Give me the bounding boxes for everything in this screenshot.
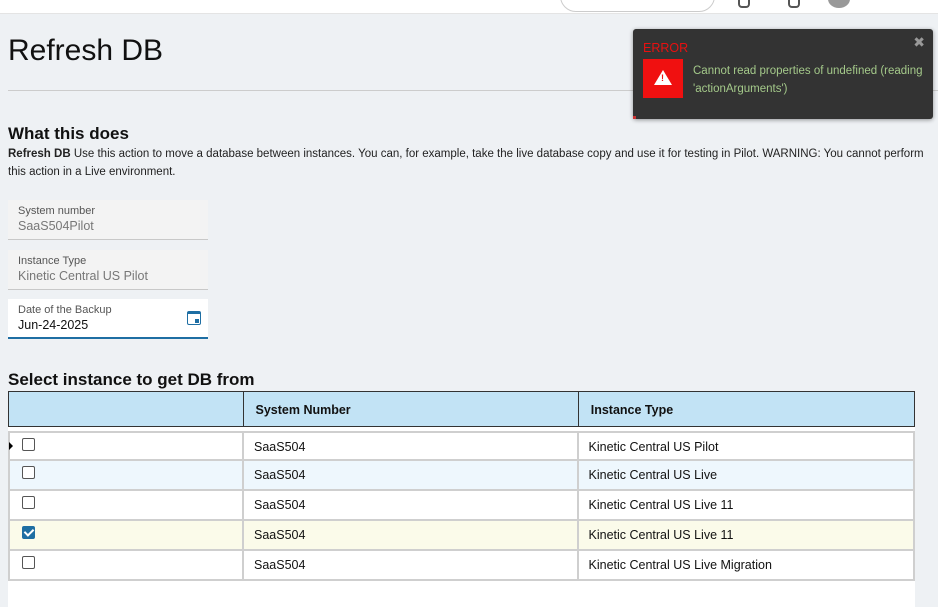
toast-title: ERROR bbox=[643, 41, 689, 55]
favorites-icon[interactable] bbox=[788, 0, 800, 8]
table-row[interactable]: SaaS504 Kinetic Central US Live 11 bbox=[8, 491, 915, 521]
select-cell bbox=[10, 491, 244, 519]
table-header: System Number Instance Type bbox=[8, 391, 915, 427]
instance-type-cell: Kinetic Central US Live 11 bbox=[588, 498, 734, 512]
system-number-cell: SaaS504 bbox=[244, 491, 579, 519]
instance-type-cell: Kinetic Central US Live Migration bbox=[588, 558, 772, 572]
table-row[interactable]: SaaS504 Kinetic Central US Live 11 bbox=[8, 521, 915, 551]
system-number-field: System number SaaS504Pilot bbox=[8, 200, 208, 240]
description-text: Use this action to move a database betwe… bbox=[8, 148, 924, 178]
instance-type-field: Instance Type Kinetic Central US Pilot bbox=[8, 250, 208, 290]
row-checkbox[interactable] bbox=[22, 526, 35, 539]
field-label: Instance Type bbox=[18, 255, 87, 267]
description: Refresh DB Use this action to move a dat… bbox=[8, 146, 928, 181]
table-row[interactable]: SaaS504 Kinetic Central US Pilot bbox=[8, 431, 915, 461]
row-checkbox[interactable] bbox=[22, 438, 35, 451]
warning-icon bbox=[643, 59, 683, 98]
profile-avatar[interactable] bbox=[828, 0, 850, 8]
field-value[interactable]: Jun-24-2025 bbox=[18, 318, 89, 332]
table-row[interactable]: SaaS504 Kinetic Central US Live bbox=[8, 461, 915, 491]
section-heading-select-instance: Select instance to get DB from bbox=[8, 370, 255, 389]
section-heading-what-this-does: What this does bbox=[8, 124, 129, 143]
page-title: Refresh DB bbox=[8, 34, 164, 67]
select-cell bbox=[10, 551, 244, 579]
field-label: Date of the Backup bbox=[18, 304, 112, 316]
divider bbox=[8, 90, 938, 91]
address-bar[interactable] bbox=[560, 0, 715, 12]
row-checkbox[interactable] bbox=[22, 466, 35, 479]
instance-type-cell: Kinetic Central US Live 11 bbox=[588, 528, 734, 542]
instance-type-cell: Kinetic Central US Live bbox=[588, 468, 718, 482]
backup-date-input[interactable]: Date of the Backup Jun-24-2025 bbox=[8, 299, 208, 339]
table-row[interactable]: SaaS504 Kinetic Central US Live Migration bbox=[8, 551, 915, 581]
field-value: SaaS504Pilot bbox=[18, 219, 94, 233]
system-number-cell: SaaS504 bbox=[244, 461, 579, 489]
table-body: SaaS504 Kinetic Central US Pilot SaaS504 Ki… bbox=[8, 431, 915, 581]
select-cell bbox=[10, 433, 244, 459]
error-toast: ERROR Cannot read properties of undefine… bbox=[633, 29, 933, 119]
instance-type-cell: Kinetic Central US Pilot bbox=[588, 440, 719, 454]
current-row-indicator-icon bbox=[9, 442, 13, 450]
extensions-icon[interactable] bbox=[738, 0, 750, 8]
field-label: System number bbox=[18, 205, 96, 217]
toast-message: Cannot read properties of undefined (rea… bbox=[693, 65, 923, 95]
field-value: Kinetic Central US Pilot bbox=[18, 269, 148, 283]
row-checkbox[interactable] bbox=[22, 496, 35, 509]
browser-toolbar bbox=[0, 0, 938, 14]
description-lead: Refresh DB bbox=[8, 148, 71, 160]
calendar-icon[interactable] bbox=[187, 311, 201, 325]
instance-table: System Number Instance Type SaaS504 Kinet… bbox=[8, 391, 915, 607]
close-icon[interactable]: ✖ bbox=[913, 34, 925, 50]
system-number-cell: SaaS504 bbox=[244, 521, 579, 549]
row-checkbox[interactable] bbox=[22, 556, 35, 569]
system-number-cell: SaaS504 bbox=[244, 551, 579, 579]
select-cell bbox=[10, 461, 244, 489]
column-header-system-number[interactable]: System Number bbox=[244, 392, 579, 426]
toast-progress bbox=[633, 116, 636, 119]
column-header-select[interactable] bbox=[9, 392, 244, 426]
system-number-cell: SaaS504 bbox=[244, 433, 579, 459]
column-header-instance-type[interactable]: Instance Type bbox=[590, 403, 674, 417]
select-cell bbox=[10, 521, 244, 549]
